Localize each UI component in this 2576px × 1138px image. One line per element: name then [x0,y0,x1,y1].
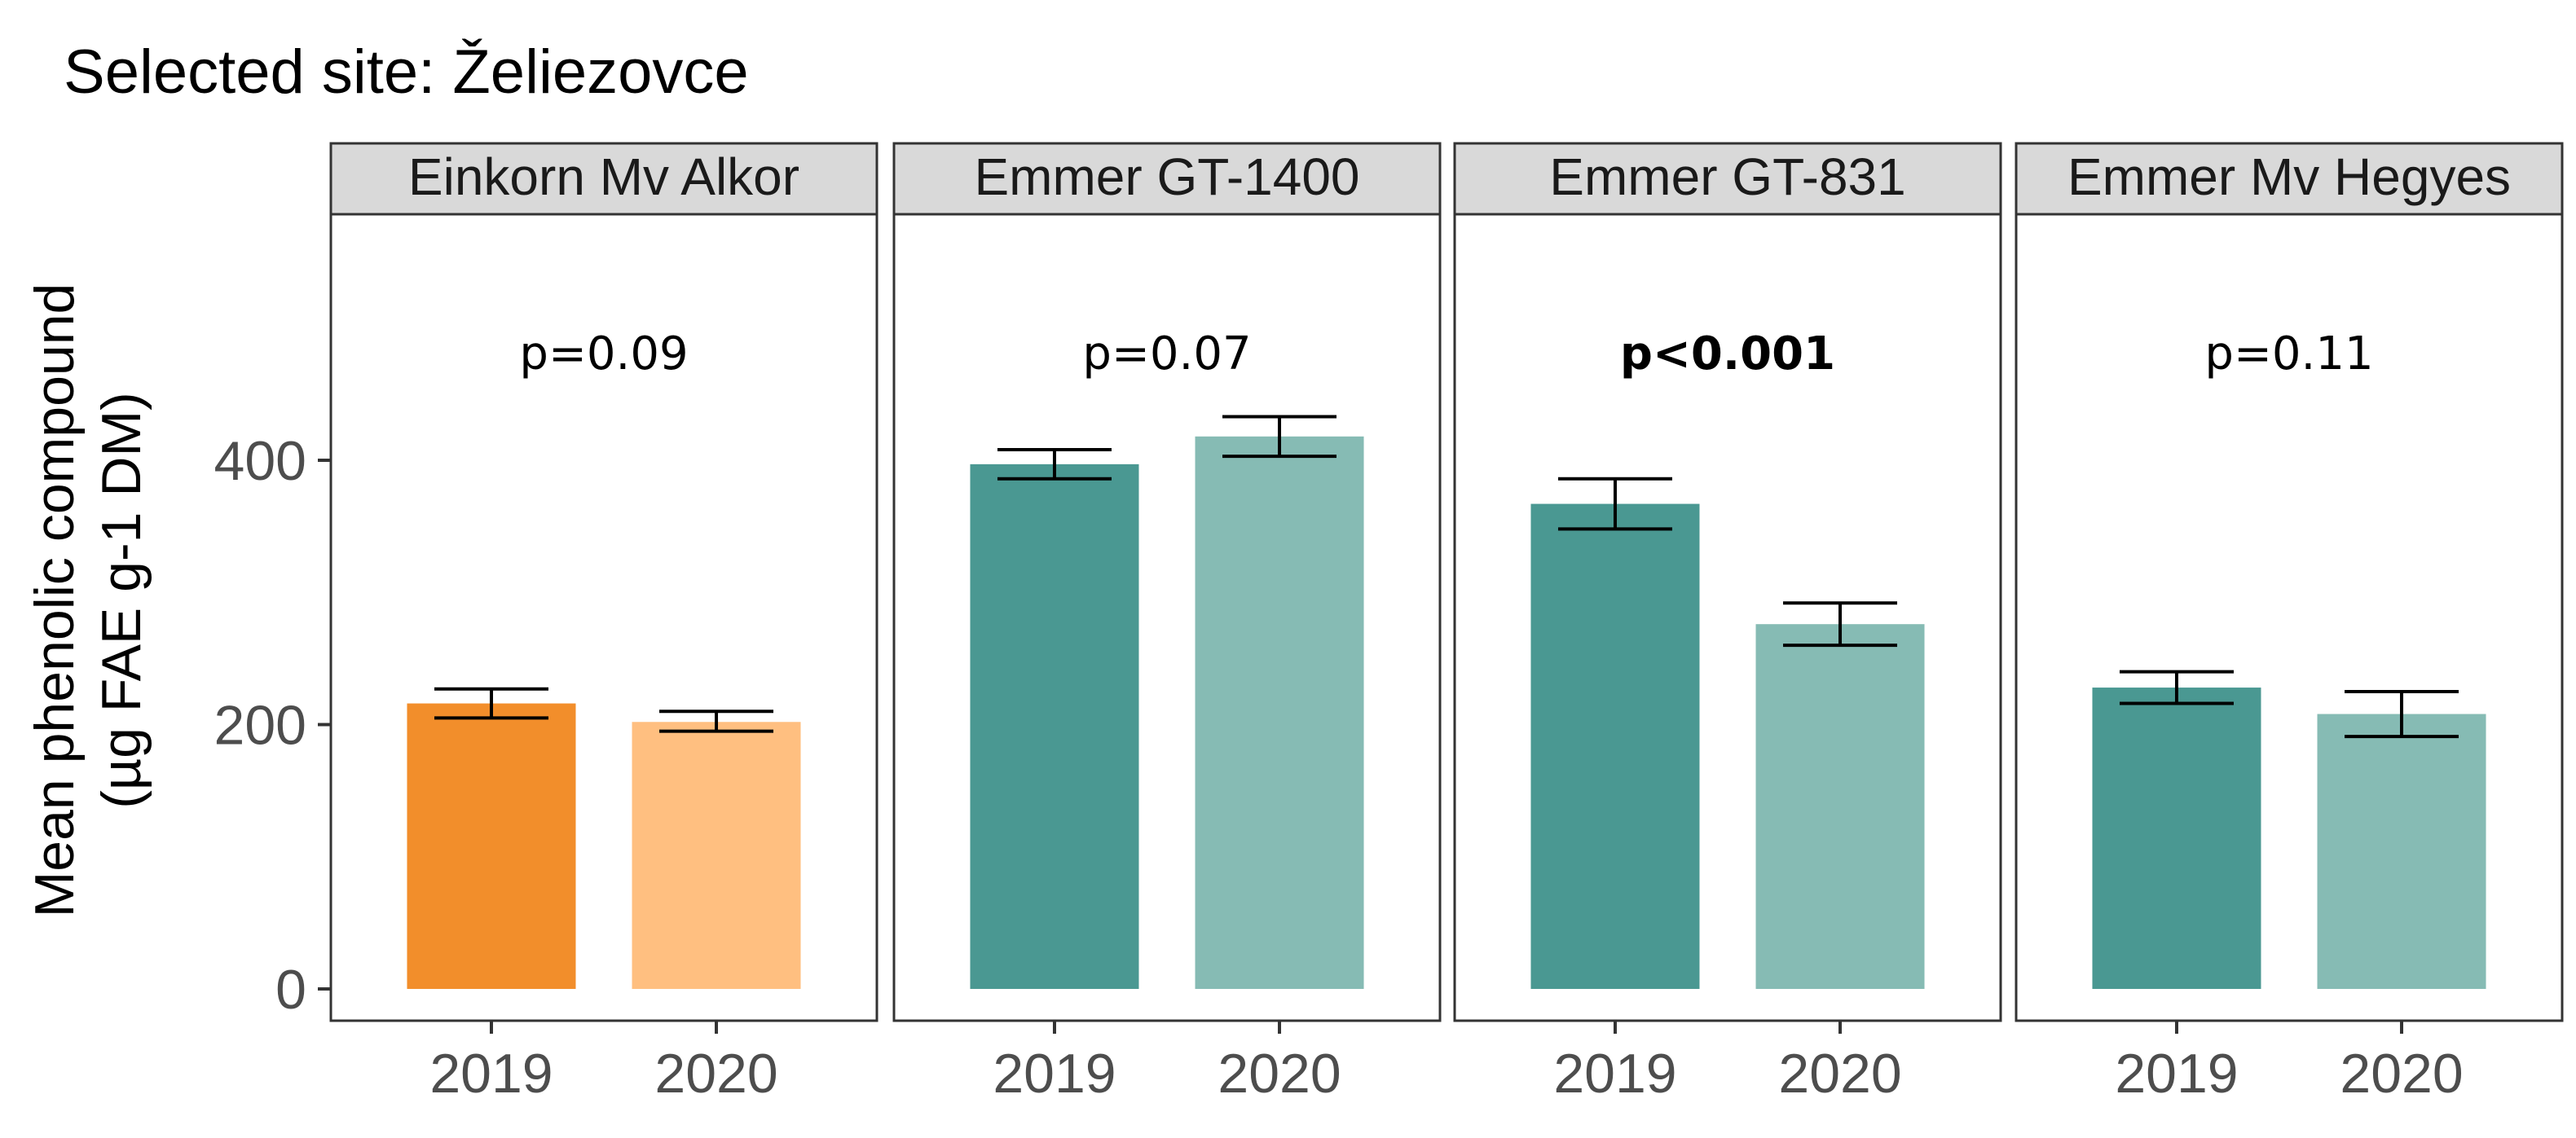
p-value-annotation: p<0.001 [1620,327,1835,380]
x-tick-label: 2020 [1778,1043,1901,1105]
bar [2317,714,2486,989]
x-tick-label: 2019 [2115,1043,2238,1105]
p-value-annotation: p=0.09 [519,327,688,380]
x-tick-label: 2019 [429,1043,553,1105]
facet-panel: Emmer GT-831 2019 2020 p<0.001 [1453,142,2002,1105]
facet-strip-label: Emmer GT-831 [1549,147,1905,206]
bar [1195,436,1364,989]
facet-panel: Emmer GT-1400 2019 2020 p=0.07 [892,142,1442,1105]
y-tick-label: 400 [214,430,306,492]
bar [2092,688,2261,989]
facet-panel: Emmer Mv Hegyes 2019 2020 p=0.11 [2015,142,2564,1105]
x-tick-label: 2019 [1553,1043,1676,1105]
x-tick-label: 2020 [654,1043,777,1105]
facet-strip-label: Emmer Mv Hegyes [2067,147,2511,206]
bar [407,703,576,989]
facet-strip [892,142,1442,216]
y-axis: 0 200 400 [214,430,331,1021]
bar [1530,503,1700,989]
facet-strip [1453,142,2002,216]
p-value-annotation: p=0.11 [2204,327,2373,380]
y-axis-label-line-2: (µg FAE g-1 DM) [90,392,152,809]
y-axis-label-line-1: Mean phenolic compound [24,283,86,918]
facet-strip [329,142,878,216]
facet-panel: Einkorn Mv Alkor 2019 2020 p=0.09 [329,142,878,1105]
facet-panels: Einkorn Mv Alkor 2019 2020 p=0.09 Emmer GT-1… [329,142,2564,1105]
facet-strip-label: Emmer GT-1400 [974,147,1359,206]
p-value-annotation: p=0.07 [1082,327,1251,380]
bar [632,722,801,989]
x-tick-label: 2020 [2340,1043,2463,1105]
facet-strip-label: Einkorn Mv Alkor [408,147,799,206]
facet-strip [2015,142,2564,216]
y-tick-label: 0 [275,959,306,1021]
bar [970,464,1139,989]
bar [1755,624,1925,989]
x-tick-label: 2020 [1218,1043,1341,1105]
chart-title: Selected site: Želiezovce [64,37,749,107]
x-tick-label: 2019 [993,1043,1116,1105]
y-tick-label: 200 [214,695,306,757]
